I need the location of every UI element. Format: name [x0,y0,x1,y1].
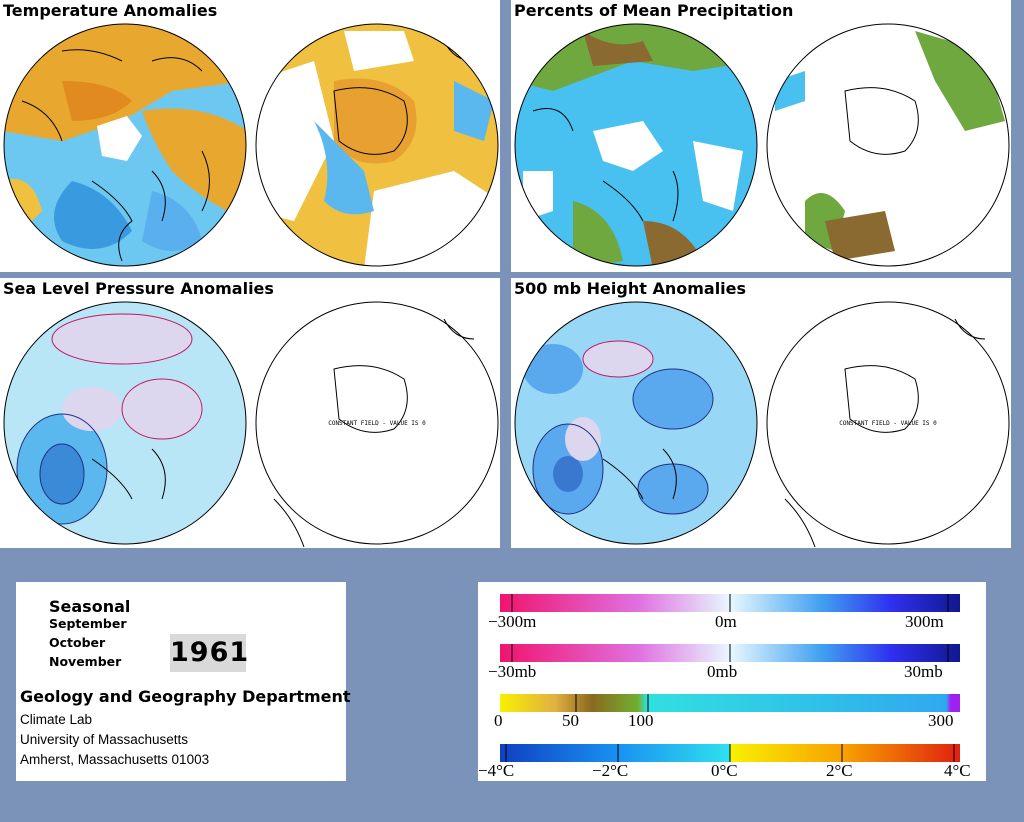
constant-field-note: CONSTANT FIELD - VALUE IS 0 [839,420,937,427]
sea-level-pressure-panel: CONSTANT FIELD - VALUE IS 0 Sea Level Pr… [0,278,500,548]
temperature-map-northern [3,23,247,267]
colorbar-tick-label: 300m [905,612,944,631]
precipitation-map-southern [766,23,1010,267]
season-label: Seasonal [49,597,131,616]
address-line: Climate Lab [20,712,93,727]
temperature-panel: Temperature Anomalies [0,0,500,272]
colorbar-tick-label: −30mb [488,662,537,681]
temperature-panel-title: Temperature Anomalies [0,0,221,21]
temperature-map-southern [255,23,499,267]
address-line: Amherst, Massachusetts 01003 [20,752,210,767]
temperature-colorbar [500,744,960,762]
colorbar-tick-label: 50 [562,711,579,730]
info-box: Seasonal September October November 1961… [16,582,351,781]
height-anomalies-panel: CONSTANT FIELD - VALUE IS 0 500 mb Heigh… [511,278,1011,548]
height-map-southern: CONSTANT FIELD - VALUE IS 0 [766,301,1010,547]
pressure-map-southern: CONSTANT FIELD - VALUE IS 0 [255,301,499,547]
precipitation-map-northern [514,23,758,267]
address-line: University of Massachusetts [20,732,189,747]
colorbar-tick-label: −300m [488,612,537,631]
pressure-map-northern [3,301,247,545]
height-map-northern [514,301,758,545]
precipitation-colorbar [500,694,960,712]
precipitation-panel: Percents of Mean Precipitation [511,0,1011,272]
colorbar-tick-label: 300 [928,711,954,730]
colorbar-tick-label: 0 [494,711,503,730]
colorbar-tick-label: 4°C [944,761,971,780]
colorbar-tick-label: 0°C [711,761,738,780]
colorbar-tick-label: −4°C [478,761,515,780]
colorbar-tick-label: 0mb [707,662,738,681]
year-label: 1961 [170,634,248,672]
height-panel-title: 500 mb Height Anomalies [511,278,750,299]
colorbar-legend: −300m 0m 300m −30mb 0mb 30mb 0 50 100 30… [478,582,986,781]
pressure-panel-title: Sea Level Pressure Anomalies [0,278,277,299]
colorbar-tick-label: 2°C [826,761,853,780]
month-label: October [49,635,106,650]
precipitation-panel-title: Percents of Mean Precipitation [511,0,797,21]
pressure-colorbar [500,644,960,662]
constant-field-note: CONSTANT FIELD - VALUE IS 0 [328,420,426,427]
height-colorbar [500,594,960,612]
month-label: November [49,654,122,669]
colorbar-tick-label: −2°C [592,761,629,780]
colorbar-tick-label: 0m [715,612,737,631]
department-label: Geology and Geography Department [20,687,351,706]
month-label: September [49,616,127,631]
colorbar-tick-label: 30mb [904,662,943,681]
colorbar-tick-label: 100 [628,711,654,730]
